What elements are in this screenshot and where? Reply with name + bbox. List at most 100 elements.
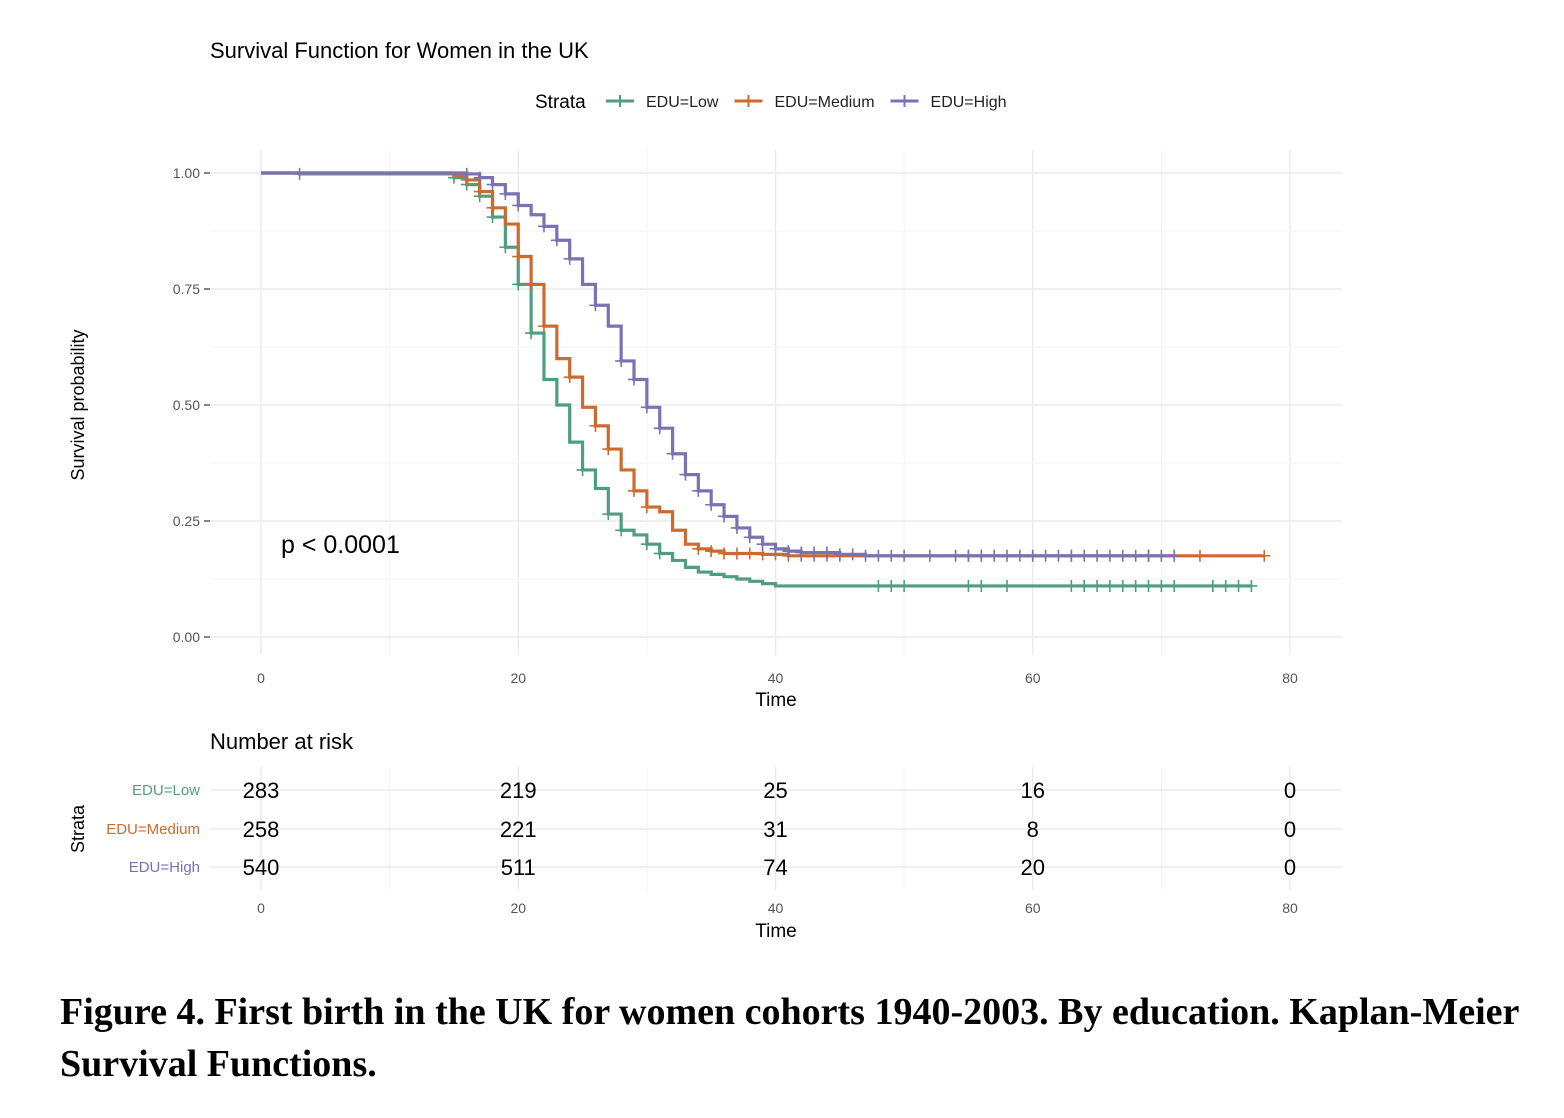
censor-mark-3 [718,510,731,523]
censor-mark-1 [1103,579,1116,592]
y-tick-label: 1.00 [173,165,200,181]
risk-table-y-label: Strata [68,804,88,853]
y-tick-label: 0.50 [173,397,200,413]
censor-mark-3 [1013,549,1026,562]
censor-mark-3 [782,545,795,558]
censor-mark-1 [1091,579,1104,592]
censor-mark-3 [1116,549,1129,562]
censor-mark-1 [1001,579,1014,592]
plot-grid [210,150,1342,655]
censor-mark-2 [1258,549,1271,562]
censor-mark-3 [743,531,756,544]
censor-mark-2 [602,443,615,456]
censor-mark-1 [576,463,589,476]
censor-mark-3 [975,549,988,562]
censor-mark-1 [1206,579,1219,592]
legend-label: EDU=Low [646,94,719,111]
series-line-1 [261,171,1252,588]
censor-mark-2 [730,547,743,560]
censor-mark-3 [769,542,782,555]
censor-mark-2 [705,545,718,558]
censor-mark-3 [563,252,576,265]
censor-mark-2 [718,547,731,560]
censor-mark-3 [628,373,641,386]
risk-cell: 219 [500,778,537,803]
censor-mark-3 [808,546,821,559]
censor-mark-3 [653,422,666,435]
censor-mark-1 [1245,579,1258,592]
series-line-2 [261,171,1265,558]
censor-mark-3 [705,498,718,511]
x-tick-label: 40 [768,670,784,686]
censor-mark-3 [1129,549,1142,562]
risk-cell: 16 [1021,778,1045,803]
censor-mark-1 [615,524,628,537]
legend-label: EDU=High [931,94,1007,111]
censor-mark-3 [1001,549,1014,562]
censor-mark-3 [833,548,846,561]
censor-mark-1 [885,579,898,592]
censor-mark-3 [615,354,628,367]
x-axis-label: Time [755,690,797,711]
risk-x-tick-label: 20 [510,900,526,916]
chart-title: Survival Function for Women in the UK [210,38,589,63]
series-line-3 [261,171,1175,558]
censor-mark-2 [512,250,525,263]
censor-mark-1 [975,579,988,592]
censor-mark-1 [1219,579,1232,592]
censor-mark-1 [1129,579,1142,592]
y-axis: 0.00 0.25 0.50 0.75 1.00 [173,165,210,645]
censor-mark-3 [756,538,769,551]
censor-mark-2 [537,320,550,333]
y-tick-label: 0.25 [173,513,200,529]
censor-mark-3 [962,549,975,562]
censor-mark-2 [486,201,499,214]
figure-caption: Figure 4. First birth in the UK for wome… [60,991,1519,1085]
x-tick-label: 80 [1282,670,1298,686]
censor-mark-1 [1232,579,1245,592]
censor-mark-2 [563,371,576,384]
risk-cell: 0 [1284,855,1296,880]
censor-mark-3 [550,234,563,247]
censor-mark-3 [859,549,872,562]
censor-mark-3 [1155,549,1168,562]
risk-x-tick-label: 40 [768,900,784,916]
risk-cell: 540 [243,855,280,880]
censor-mark-1 [640,538,653,551]
censor-mark-3 [795,546,808,559]
y-tick-label: 0.00 [173,629,200,645]
x-axis: 0 20 40 60 80 [257,670,1298,686]
censor-mark-1 [1142,579,1155,592]
censor-mark-3 [1168,549,1181,562]
censor-mark-3 [1039,549,1052,562]
risk-x-tick-label: 80 [1282,900,1298,916]
censor-mark-3 [923,549,936,562]
risk-cell: 221 [500,817,537,842]
censor-mark-1 [962,579,975,592]
risk-row-label: EDU=High [129,859,200,876]
censor-mark-3 [537,220,550,233]
censor-mark-3 [898,549,911,562]
censor-mark-3 [846,548,859,561]
risk-table: EDU=Low 283 219 25 16 0 EDU=Medium 258 221 31 8 0 ED… [106,778,1296,880]
censor-mark-3 [679,468,692,481]
censor-mark-2 [640,501,653,514]
risk-cell: 258 [243,817,280,842]
censor-mark-3 [486,178,499,191]
x-tick-label: 20 [510,670,526,686]
legend-title: Strata [535,92,586,113]
censor-mark-1 [602,508,615,521]
censor-mark-3 [460,167,473,180]
censor-mark-3 [1052,549,1065,562]
censor-mark-1 [1155,579,1168,592]
risk-cell: 31 [763,817,787,842]
risk-cell: 20 [1021,855,1045,880]
censor-mark-2 [756,548,769,561]
legend-label: EDU=Medium [774,94,874,111]
series-layer [261,167,1271,592]
risk-cell: 74 [763,855,787,880]
censor-mark-1 [1065,579,1078,592]
y-axis-label: Survival probability [68,329,88,480]
censor-mark-3 [730,521,743,534]
censor-mark-3 [885,549,898,562]
